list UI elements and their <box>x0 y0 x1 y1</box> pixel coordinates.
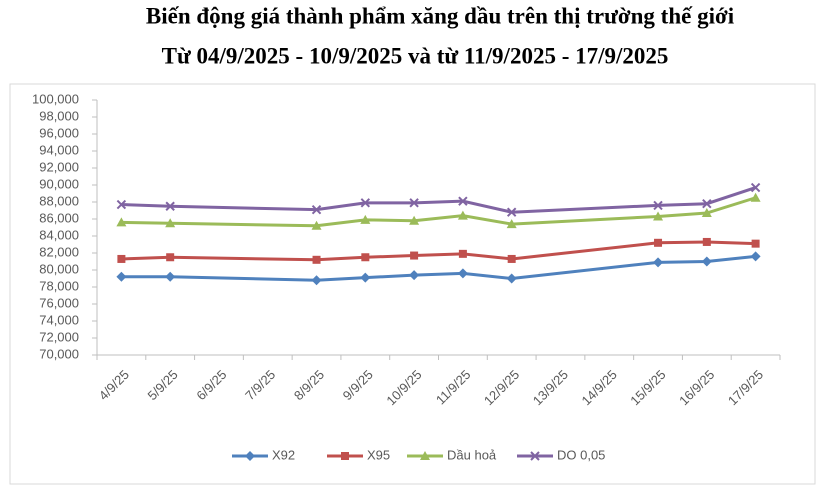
marker <box>245 451 255 461</box>
marker <box>409 198 419 208</box>
y-tick-label: 94,000 <box>39 142 79 157</box>
x-tick-label: 14/9/25 <box>579 367 620 408</box>
marker <box>341 452 349 460</box>
marker <box>458 196 468 206</box>
y-tick-label: 76,000 <box>39 295 79 310</box>
y-tick-label: 86,000 <box>39 210 79 225</box>
marker <box>530 451 540 461</box>
marker <box>409 215 420 225</box>
y-tick-label: 70,000 <box>39 346 79 361</box>
marker <box>506 273 517 284</box>
marker <box>360 214 371 224</box>
series-line <box>121 196 757 228</box>
series-line <box>121 240 756 262</box>
marker <box>410 251 419 260</box>
y-tick-label: 74,000 <box>39 312 79 327</box>
x-tick-label: 16/9/25 <box>676 367 717 408</box>
marker <box>654 238 663 247</box>
marker <box>653 211 664 221</box>
legend-label: Dầu hoả <box>447 447 497 462</box>
y-tick-label: 90,000 <box>39 176 79 191</box>
marker <box>457 210 468 220</box>
marker <box>311 275 322 286</box>
y-tick-label: 98,000 <box>39 108 79 123</box>
x-tick-label: 11/9/25 <box>433 367 474 408</box>
marker <box>409 270 420 281</box>
marker <box>750 192 761 202</box>
y-tick-label: 100,000 <box>32 91 79 106</box>
marker <box>116 271 127 282</box>
marker <box>166 253 175 262</box>
marker <box>702 198 712 209</box>
chart-subtitle: Từ 04/9/2025 - 10/9/2025 và từ 11/9/2025… <box>162 43 669 68</box>
legend-label: X95 <box>367 447 390 462</box>
marker <box>702 237 711 246</box>
marker <box>750 182 761 193</box>
series-line <box>121 186 757 214</box>
y-tick-label: 72,000 <box>39 329 79 344</box>
marker <box>312 255 321 264</box>
marker <box>116 217 127 227</box>
x-tick-label: 15/9/25 <box>627 367 668 408</box>
marker <box>653 200 663 211</box>
legend-label: X92 <box>272 447 295 462</box>
marker <box>117 254 126 263</box>
y-tick-label: 84,000 <box>39 227 79 242</box>
marker <box>311 204 322 215</box>
marker <box>506 207 517 217</box>
y-tick-label: 92,000 <box>39 159 79 174</box>
marker <box>311 220 322 230</box>
y-tick-label: 88,000 <box>39 193 79 208</box>
chart-title: Biến động giá thành phẩm xăng dầu trên t… <box>146 3 735 28</box>
marker <box>420 451 430 460</box>
x-tick-label: 9/9/25 <box>340 367 376 403</box>
marker <box>701 208 712 218</box>
marker <box>165 218 176 228</box>
marker <box>165 271 176 282</box>
x-tick-label: 6/9/25 <box>193 367 229 403</box>
marker <box>165 201 175 211</box>
marker <box>458 249 467 258</box>
y-tick-label: 80,000 <box>39 261 79 276</box>
marker <box>360 198 371 208</box>
marker <box>751 239 760 248</box>
series-line <box>121 254 756 282</box>
x-tick-label: 13/9/25 <box>530 367 571 408</box>
marker <box>507 254 516 263</box>
marker <box>506 219 517 229</box>
x-tick-label: 10/9/25 <box>383 367 424 408</box>
x-tick-label: 7/9/25 <box>242 367 278 403</box>
x-tick-label: 8/9/25 <box>291 367 327 403</box>
marker <box>457 268 468 279</box>
marker <box>653 257 664 268</box>
marker <box>116 199 127 210</box>
x-tick-label: 5/9/25 <box>145 367 181 403</box>
x-tick-label: 4/9/25 <box>96 367 132 403</box>
marker <box>360 272 371 283</box>
y-tick-label: 82,000 <box>39 244 79 259</box>
marker <box>701 256 712 267</box>
chart-frame <box>9 83 816 485</box>
marker <box>361 253 370 262</box>
x-tick-label: 17/9/25 <box>725 367 766 408</box>
y-tick-label: 78,000 <box>39 278 79 293</box>
marker <box>750 251 761 262</box>
y-tick-label: 96,000 <box>39 125 79 140</box>
legend-label: DO 0,05 <box>557 447 605 462</box>
x-tick-label: 12/9/25 <box>481 367 522 408</box>
